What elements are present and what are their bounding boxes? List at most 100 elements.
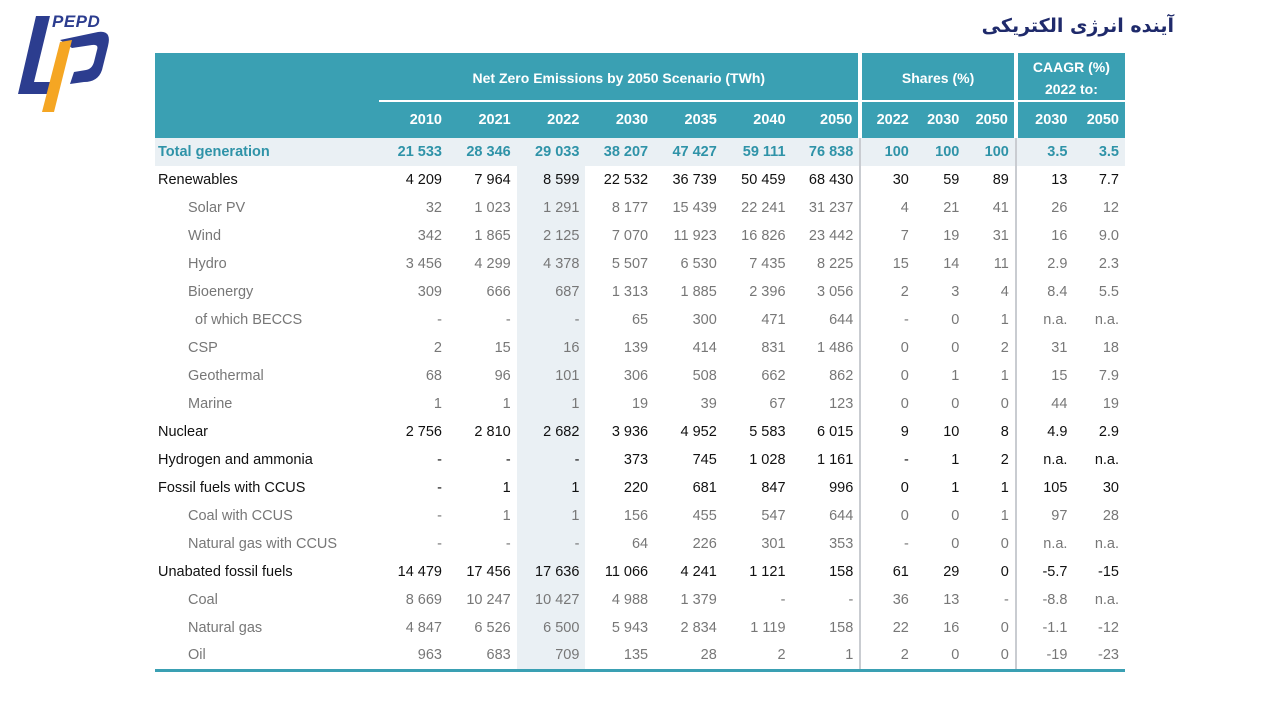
table-cell: 11 xyxy=(993,256,1009,272)
table-cell: 8 599 xyxy=(516,166,586,194)
table-cell: 3 936 xyxy=(611,424,649,440)
table-cell: 100 xyxy=(965,138,1016,166)
table-row: Unabated fossil fuels 14 479 17 456 17 636 1… xyxy=(155,558,1125,586)
year-header: 2022 xyxy=(516,102,586,138)
table-cell: 31 237 xyxy=(808,200,854,216)
table-cell: 455 xyxy=(692,508,717,524)
table-cell: 17 456 xyxy=(466,564,511,580)
table-cell: 30 xyxy=(859,166,915,194)
table-cell: - xyxy=(505,452,511,468)
table-cell: 687 xyxy=(516,278,586,306)
table-cell: 2 682 xyxy=(516,418,586,446)
row-label: Unabated fossil fuels xyxy=(158,564,293,580)
table-cell: -15 xyxy=(1098,564,1119,580)
table-row: Bioenergy 309 666 687 1 313 1 885 2 396 3 056 2 3… xyxy=(155,278,1125,306)
table-cell: 65 xyxy=(631,312,649,328)
table-cell: 28 xyxy=(1102,508,1119,524)
table-cell: 17 636 xyxy=(516,558,586,586)
table-cell: 89 xyxy=(992,172,1009,188)
table-cell: 7 435 xyxy=(749,256,786,272)
table-cell: n.a. xyxy=(1094,592,1119,608)
nze-group-header: Net Zero Emissions by 2050 Scenario (TWh… xyxy=(379,53,861,102)
table-cell: 123 xyxy=(829,396,854,412)
table-cell: 2.9 xyxy=(1014,250,1074,278)
table-cell: 0 xyxy=(1000,620,1009,636)
header-blank xyxy=(155,53,380,102)
table-row: Coal 8 669 10 247 10 427 4 988 1 379- -36 13- -8… xyxy=(155,586,1125,614)
table-cell: 0 xyxy=(965,642,1016,672)
table-cell: 8 177 xyxy=(611,200,649,216)
table-cell: 97 xyxy=(1014,502,1074,530)
table-cell: 1 xyxy=(1000,508,1009,524)
row-label: Coal xyxy=(188,592,218,608)
table-cell: 158 xyxy=(829,564,854,580)
table-cell: 28 xyxy=(654,642,723,672)
table-cell: 2 xyxy=(1000,452,1009,468)
table-cell: 681 xyxy=(692,480,717,496)
table-cell: 12 xyxy=(1102,200,1119,216)
year-header: 2050 xyxy=(1073,102,1125,138)
table-cell: n.a. xyxy=(1094,536,1119,552)
table-cell: 0 xyxy=(859,502,915,530)
row-label: Fossil fuels with CCUS xyxy=(158,480,306,496)
table-cell: 471 xyxy=(761,312,786,328)
table-cell: 64 xyxy=(631,536,649,552)
table-cell: 15 439 xyxy=(672,200,717,216)
table-cell: 44 xyxy=(1014,390,1074,418)
caagr-header-line1: CAAGR (%) xyxy=(1032,58,1110,75)
table-cell: 105 xyxy=(1014,474,1074,502)
table-cell: 2.9 xyxy=(1098,424,1119,440)
table-cell: 156 xyxy=(623,508,649,524)
table-row: Wind 342 1 865 2 125 7 070 11 923 16 826 23 442… xyxy=(155,222,1125,250)
table-cell: 29 xyxy=(943,564,960,580)
table-cell: 7.7 xyxy=(1098,172,1119,188)
table-cell: 4.9 xyxy=(1014,418,1074,446)
table-cell: 547 xyxy=(761,508,786,524)
table-row: Natural gas with CCUS - - -64 226 301 353-0 0 n.… xyxy=(155,530,1125,558)
table-row: Nuclear 2 756 2 810 2 682 3 936 4 952 5 583 6 0… xyxy=(155,418,1125,446)
year-header: 2030 xyxy=(1013,102,1074,138)
row-label: of which BECCS xyxy=(195,312,303,328)
table-cell: 4 209 xyxy=(405,172,442,188)
year-header-row: 2010 2021 2022 2030 2035 2040 2050 2022 2030 2050… xyxy=(155,102,1125,138)
table-cell: 1 xyxy=(1000,368,1009,384)
table-cell: 68 xyxy=(425,368,442,384)
table-cell: 19 xyxy=(943,228,960,244)
table-cell: 1 885 xyxy=(680,284,717,300)
table-cell: 3 xyxy=(951,284,960,300)
table-cell: 309 xyxy=(417,284,442,300)
table-cell: 0 xyxy=(951,340,960,356)
table-cell: 0 xyxy=(951,508,960,524)
data-table: Net Zero Emissions by 2050 Scenario (TWh… xyxy=(155,53,1125,672)
table-cell: 23 442 xyxy=(808,228,854,244)
table-cell: 300 xyxy=(692,312,717,328)
table-cell: 61 xyxy=(859,558,915,586)
electricity-generation-table: Net Zero Emissions by 2050 Scenario (TWh… xyxy=(155,53,1125,672)
table-cell: 0 xyxy=(951,312,960,328)
table-cell: 0 xyxy=(859,390,915,418)
table-cell: 47 427 xyxy=(654,138,723,166)
table-cell: 662 xyxy=(761,368,786,384)
table-cell: 1 xyxy=(951,452,960,468)
table-cell: 226 xyxy=(692,536,717,552)
table-row: Hydrogen and ammonia - - -373 745 1 028 1 161-… xyxy=(155,446,1125,474)
table-cell: - xyxy=(780,592,786,608)
table-body: Total generation 21 533 28 346 29 033 38 207… xyxy=(155,138,1125,672)
year-header: 2040 xyxy=(722,102,792,138)
table-cell: 508 xyxy=(692,368,717,384)
table-cell: 13 xyxy=(943,592,960,608)
table-cell: -8.8 xyxy=(1014,586,1074,614)
table-cell: 4 378 xyxy=(516,250,586,278)
table-cell: 10 xyxy=(943,424,960,440)
table-cell: - xyxy=(516,530,586,558)
table-cell: 2 xyxy=(722,642,792,672)
table-cell: 1 xyxy=(791,642,861,672)
row-label: Bioenergy xyxy=(188,284,254,300)
table-cell: 76 838 xyxy=(791,138,861,166)
table-cell: n.a. xyxy=(1014,530,1074,558)
shares-group-header: Shares (%) xyxy=(858,53,1016,102)
year-header: 2050 xyxy=(965,102,1016,138)
year-header: 2010 xyxy=(379,102,448,138)
table-cell: 15 xyxy=(494,340,511,356)
table-cell: 22 xyxy=(859,614,915,642)
